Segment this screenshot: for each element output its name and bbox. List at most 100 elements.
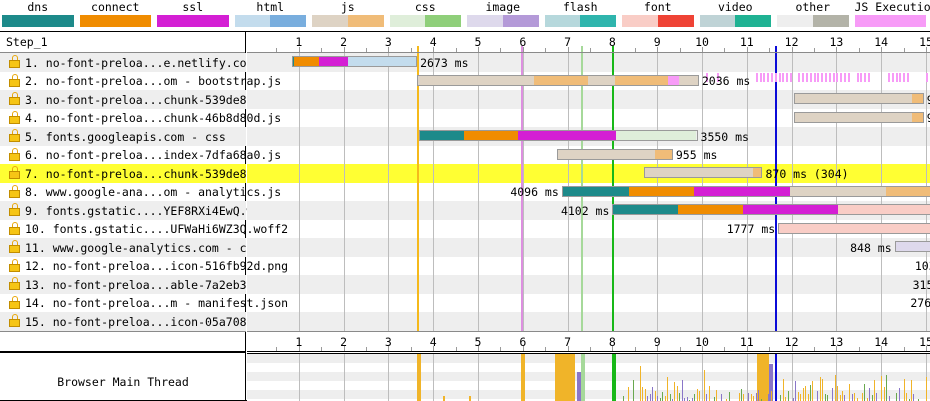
cpu-activity-spike <box>765 396 767 401</box>
cpu-activity-spike <box>851 393 853 401</box>
request-bar[interactable] <box>793 111 924 123</box>
request-duration-label: 1035 ms <box>914 259 930 273</box>
axis-tick-label: 2 <box>340 35 348 49</box>
cpu-activity-spike <box>849 384 851 401</box>
axis-tick-mark-minor <box>769 346 771 351</box>
cpu-activity-spike <box>795 381 797 401</box>
request-label-row[interactable]: 14. no-font-preloa...m - manifest.json <box>0 294 288 313</box>
axis-tick-label: 13 <box>829 35 844 49</box>
event-marker-start-render <box>417 46 420 52</box>
axis-tick-label: 4 <box>429 35 437 49</box>
request-label-row[interactable]: 10. fonts.gstatic....UFWaHi6WZ3Q.woff2 <box>0 220 288 239</box>
request-duration-label: 3156 ms <box>912 277 930 292</box>
lock-icon <box>9 73 20 87</box>
request-duration-label: 2673 ms <box>420 55 469 70</box>
request-bar[interactable] <box>417 74 699 86</box>
request-label-row[interactable]: 11. www.google-analytics.com - collect <box>0 238 288 257</box>
axis-tick-mark-minor <box>814 346 815 351</box>
request-bar[interactable] <box>561 185 930 197</box>
request-label-row[interactable]: 9. fonts.gstatic....YEF8RXi4EwQ.woff2 <box>0 201 281 220</box>
request-bar[interactable] <box>894 241 930 252</box>
request-label-row[interactable]: 4. no-font-preloa...chunk-46b8d80d.js <box>0 109 281 128</box>
request-label-row[interactable]: 12. no-font-preloa...icon-516fb92d.png <box>0 257 288 276</box>
request-duration-label: 4096 ms <box>510 185 559 199</box>
axis-tick-mark <box>746 47 748 52</box>
js-execution-mark <box>809 72 812 82</box>
request-label-row[interactable]: 1. no-font-preloa...e.netlify.com - / <box>0 53 281 72</box>
axis-tick-mark-minor <box>590 48 591 52</box>
request-duration-label: 870 ms (304) <box>765 166 849 181</box>
cpu-activity-spike <box>662 392 664 401</box>
request-label-row[interactable]: 5. fonts.googleapis.com - css <box>0 127 246 146</box>
cpu-activity-spike <box>686 397 688 401</box>
request-label-row[interactable]: 2. no-font-preloa...om - bootstrap.js <box>0 72 281 91</box>
lock-icon <box>9 295 20 309</box>
request-bar[interactable] <box>643 167 763 178</box>
request-bar-segment <box>911 94 923 103</box>
cpu-activity-spike <box>763 381 765 401</box>
axis-tick-label: 6 <box>519 334 527 349</box>
axis-tick-label: 8 <box>608 334 616 349</box>
axis-tick-label: 12 <box>784 334 799 349</box>
vertical-gridline <box>522 53 524 331</box>
js-execution-mark <box>867 72 870 82</box>
js-execution-mark <box>755 72 758 82</box>
request-label-row[interactable]: 3. no-font-preloa...chunk-539de822.js <box>0 90 281 109</box>
js-execution-mark <box>824 72 827 82</box>
cpu-activity-spike <box>842 391 843 401</box>
js-execution-mark <box>802 72 805 82</box>
cpu-activity-spike <box>874 380 876 401</box>
request-bar[interactable] <box>612 204 930 215</box>
vertical-gridline <box>298 353 300 401</box>
lock-icon <box>9 258 20 272</box>
cpu-activity-spike <box>903 379 905 401</box>
cpu-activity-spike <box>726 398 728 401</box>
request-bar-segment <box>418 75 534 85</box>
request-bar[interactable] <box>418 130 698 141</box>
request-bar-segment <box>613 205 679 214</box>
vertical-gridline <box>298 53 300 331</box>
request-label-row[interactable]: 13. no-font-preloa...able-7a2eb399.png <box>0 275 288 294</box>
request-bar-segment <box>779 223 930 233</box>
request-bar[interactable] <box>557 148 673 160</box>
cpu-activity-spike <box>555 353 576 401</box>
vertical-gridline <box>388 53 390 331</box>
request-label-row[interactable]: 6. no-font-preloa...index-7dfa68a0.js <box>0 146 281 165</box>
cpu-activity-spike <box>647 396 649 401</box>
legend-swatch-icon <box>79 15 151 27</box>
cpu-activity-spike <box>876 392 878 401</box>
request-bar[interactable] <box>793 93 924 104</box>
request-label-row[interactable]: 8. www.google-ana...om - analytics.js <box>0 183 281 202</box>
cpu-activity-spike <box>639 366 641 401</box>
cpu-activity-spike <box>886 375 888 401</box>
request-duration-label: 912 ms <box>927 93 930 107</box>
cpu-activity-spike <box>699 390 701 401</box>
legend-item-label: flash <box>562 0 598 14</box>
request-bar-segment <box>742 205 838 214</box>
main-thread-stripe <box>247 371 930 381</box>
cpu-activity-spike <box>667 376 669 401</box>
request-bars: 2673 ms 2036 ms 912 ms 925 ms 3550 ms 955 ms 8… <box>247 53 930 331</box>
time-axis-top: 1 2 3 4 5 6 7 8 9 10 11 12 13 14 15 <box>247 32 930 53</box>
request-bar-segment <box>558 149 656 159</box>
cpu-activity-spike <box>812 380 814 401</box>
js-execution-mark <box>887 72 890 82</box>
cpu-activity-spike <box>908 399 910 401</box>
axis-tick-label: 3 <box>384 334 392 349</box>
request-label-row[interactable]: 15. no-font-preloa...icon-05a70868.png <box>0 312 288 331</box>
cpu-activity-spike <box>632 379 634 401</box>
cpu-activity-spike <box>681 379 683 401</box>
legend-item-label: dns <box>27 0 49 14</box>
request-bar-segment <box>562 186 629 196</box>
axis-tick-mark <box>433 345 435 351</box>
axis-tick-mark <box>836 47 838 52</box>
legend-item-connect: connect <box>79 0 151 27</box>
request-bar-segment <box>790 186 886 196</box>
request-bar-segment <box>533 75 588 85</box>
request-bar[interactable] <box>291 56 418 67</box>
lock-icon <box>9 314 20 327</box>
request-label-row[interactable]: 7. no-font-preloa...chunk-539de822.js <box>0 164 281 183</box>
js-execution-mark <box>856 72 859 82</box>
request-bar[interactable] <box>778 222 930 234</box>
axis-tick-mark-minor <box>724 48 726 52</box>
